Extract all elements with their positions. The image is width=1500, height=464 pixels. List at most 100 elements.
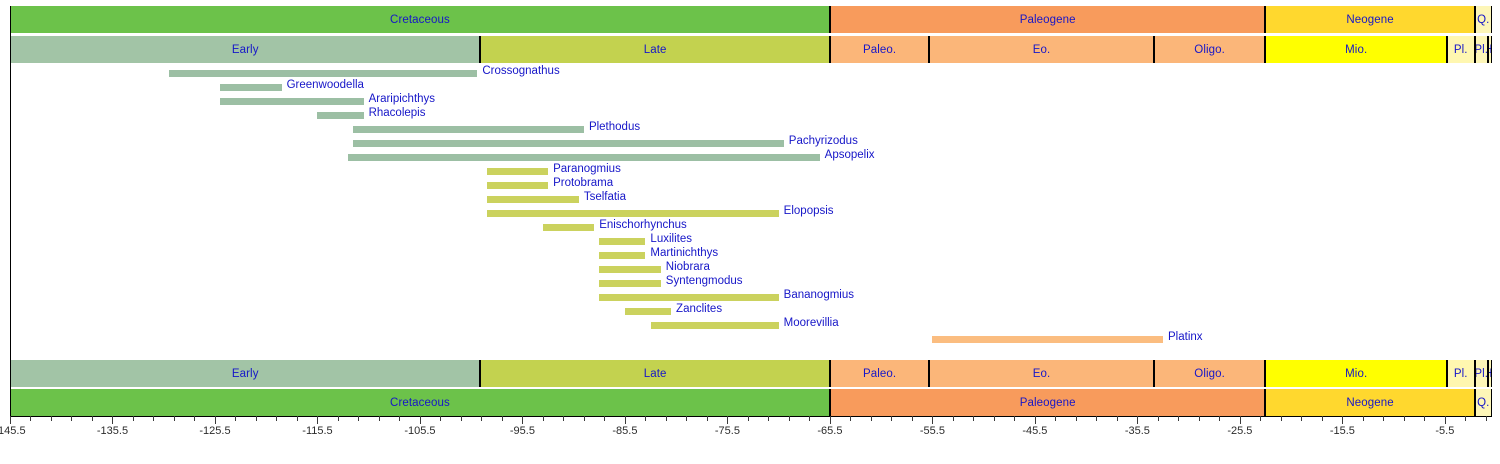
epoch-bottom-oligo[interactable]: Oligo. [1153,360,1266,387]
taxon-row: Protobrama [0,177,1500,192]
range-bar-syntengmodus[interactable] [599,280,661,287]
period-cretaceous[interactable]: Cretaceous [10,6,830,33]
epoch-bottom-pl[interactable]: Pl. [1474,360,1488,387]
period-q[interactable]: Q. [1474,6,1492,33]
axis-tick-minor [276,416,278,421]
taxon-row: Paranogmius [0,163,1500,178]
axis-tick-minor [1362,416,1364,421]
axis-tick-label: -15.5 [1329,425,1355,437]
epoch-pl[interactable]: Pl. [1474,36,1488,63]
epoch-bottom-paleo[interactable]: Paleo. [829,360,930,387]
range-bar-pachyrizodus[interactable] [353,140,784,147]
range-bar-protobrama[interactable] [486,182,549,189]
axis-tick-major [624,416,626,424]
period-paleogene[interactable]: Paleogene [829,6,1266,33]
axis-tick-label: -55.5 [919,425,945,437]
axis-tick-minor [870,416,872,421]
band-label: Eo. [1032,367,1051,380]
taxon-label-enischorhynchus: Enischorhynchus [599,219,687,231]
taxon-row: Elopopsis [0,205,1500,220]
band-label: Paleogene [1019,396,1076,409]
range-bar-paranogmius[interactable] [486,168,549,175]
band-label: H. [1489,44,1491,56]
range-bar-plethodus[interactable] [353,126,584,133]
axis-tick-minor [1219,416,1221,421]
axis-tick-major [10,416,11,424]
range-bar-apsopelix[interactable] [348,154,820,161]
band-label: Early [231,43,259,56]
period-bottom-paleogene[interactable]: Paleogene [829,389,1266,416]
axis-tick-major [1444,416,1446,424]
axis-tick-minor [1014,416,1016,421]
axis-tick-minor [132,416,134,421]
range-bar-niobrara[interactable] [599,266,661,273]
taxon-row: Martinichthys [0,247,1500,262]
axis-tick-minor [706,416,708,421]
taxon-label-syntengmodus: Syntengmodus [665,275,743,287]
epoch-mio[interactable]: Mio. [1265,36,1447,63]
axis-tick-minor [665,416,667,421]
range-bar-bananogmius[interactable] [599,294,779,301]
taxon-row: Luxilites [0,233,1500,248]
axis-tick-minor [973,416,975,421]
epoch-bottom-pl[interactable]: Pl. [1446,360,1475,387]
band-label: Late [643,367,667,380]
band-label: Late [643,43,667,56]
period-bottom-q[interactable]: Q. [1474,389,1492,416]
axis-tick-minor [768,416,770,421]
taxon-row: Syntengmodus [0,275,1500,290]
taxon-row: Zanclites [0,303,1500,318]
axis-tick-minor [481,416,483,421]
epoch-bottom-early[interactable]: Early [10,360,481,387]
epoch-pl[interactable]: Pl. [1446,36,1475,63]
axis-tick-label: -35.5 [1124,425,1150,437]
period-neogene[interactable]: Neogene [1265,6,1475,33]
axis-tick-major [1137,416,1139,424]
range-bar-greenwoodella[interactable] [220,84,282,91]
axis-baseline [10,416,1492,417]
range-bar-elopopsis[interactable] [486,210,779,217]
epoch-h[interactable]: H. [1487,36,1492,63]
range-bar-platinx[interactable] [932,336,1163,343]
epoch-early[interactable]: Early [10,36,481,63]
range-bar-luxilites[interactable] [599,238,646,245]
epoch-bottom-late[interactable]: Late [480,360,830,387]
range-bar-enischorhynchus[interactable] [542,224,595,231]
axis-tick-minor [501,416,503,421]
taxon-label-apsopelix: Apsopelix [824,149,875,161]
taxon-label-tselfatia: Tselfatia [583,191,626,203]
axis-tick-major [727,416,729,424]
taxon-row: Araripichthys [0,93,1500,108]
range-bar-zanclites[interactable] [624,308,672,315]
axis-tick-label: -75.5 [714,425,740,437]
band-label: Eo. [1032,43,1051,56]
epoch-paleo[interactable]: Paleo. [829,36,930,63]
period-bottom-cretaceous[interactable]: Cretaceous [10,389,830,416]
axis-tick-label: -125.5 [199,425,231,437]
epoch-bottom-h[interactable]: H. [1487,360,1492,387]
epoch-bottom-mio[interactable]: Mio. [1265,360,1447,387]
epoch-eo[interactable]: Eo. [929,36,1154,63]
range-bar-araripichthys[interactable] [220,98,364,105]
range-bar-rhacolepis[interactable] [317,112,364,119]
range-bar-moorevillia[interactable] [650,322,779,329]
band-label: Oligo. [1194,367,1225,380]
range-bar-tselfatia[interactable] [486,196,579,203]
taxon-label-bananogmius: Bananogmius [783,289,854,301]
axis-tick-minor [153,416,155,421]
period-bottom-neogene[interactable]: Neogene [1265,389,1475,416]
epoch-late[interactable]: Late [480,36,830,63]
range-bar-martinichthys[interactable] [599,252,646,259]
range-bar-crossognathus[interactable] [168,70,478,77]
epoch-bottom-eo[interactable]: Eo. [929,360,1154,387]
axis-tick-minor [1075,416,1077,421]
taxon-label-zanclites: Zanclites [676,303,723,315]
axis-tick-minor [1301,416,1303,421]
taxon-row: Tselfatia [0,191,1500,206]
axis-tick-major [522,416,524,424]
axis-tick-label: -45.5 [1022,425,1048,437]
taxon-row: Apsopelix [0,149,1500,164]
taxon-label-luxilites: Luxilites [650,233,692,245]
axis-tick-major [1034,416,1036,424]
epoch-oligo[interactable]: Oligo. [1153,36,1266,63]
